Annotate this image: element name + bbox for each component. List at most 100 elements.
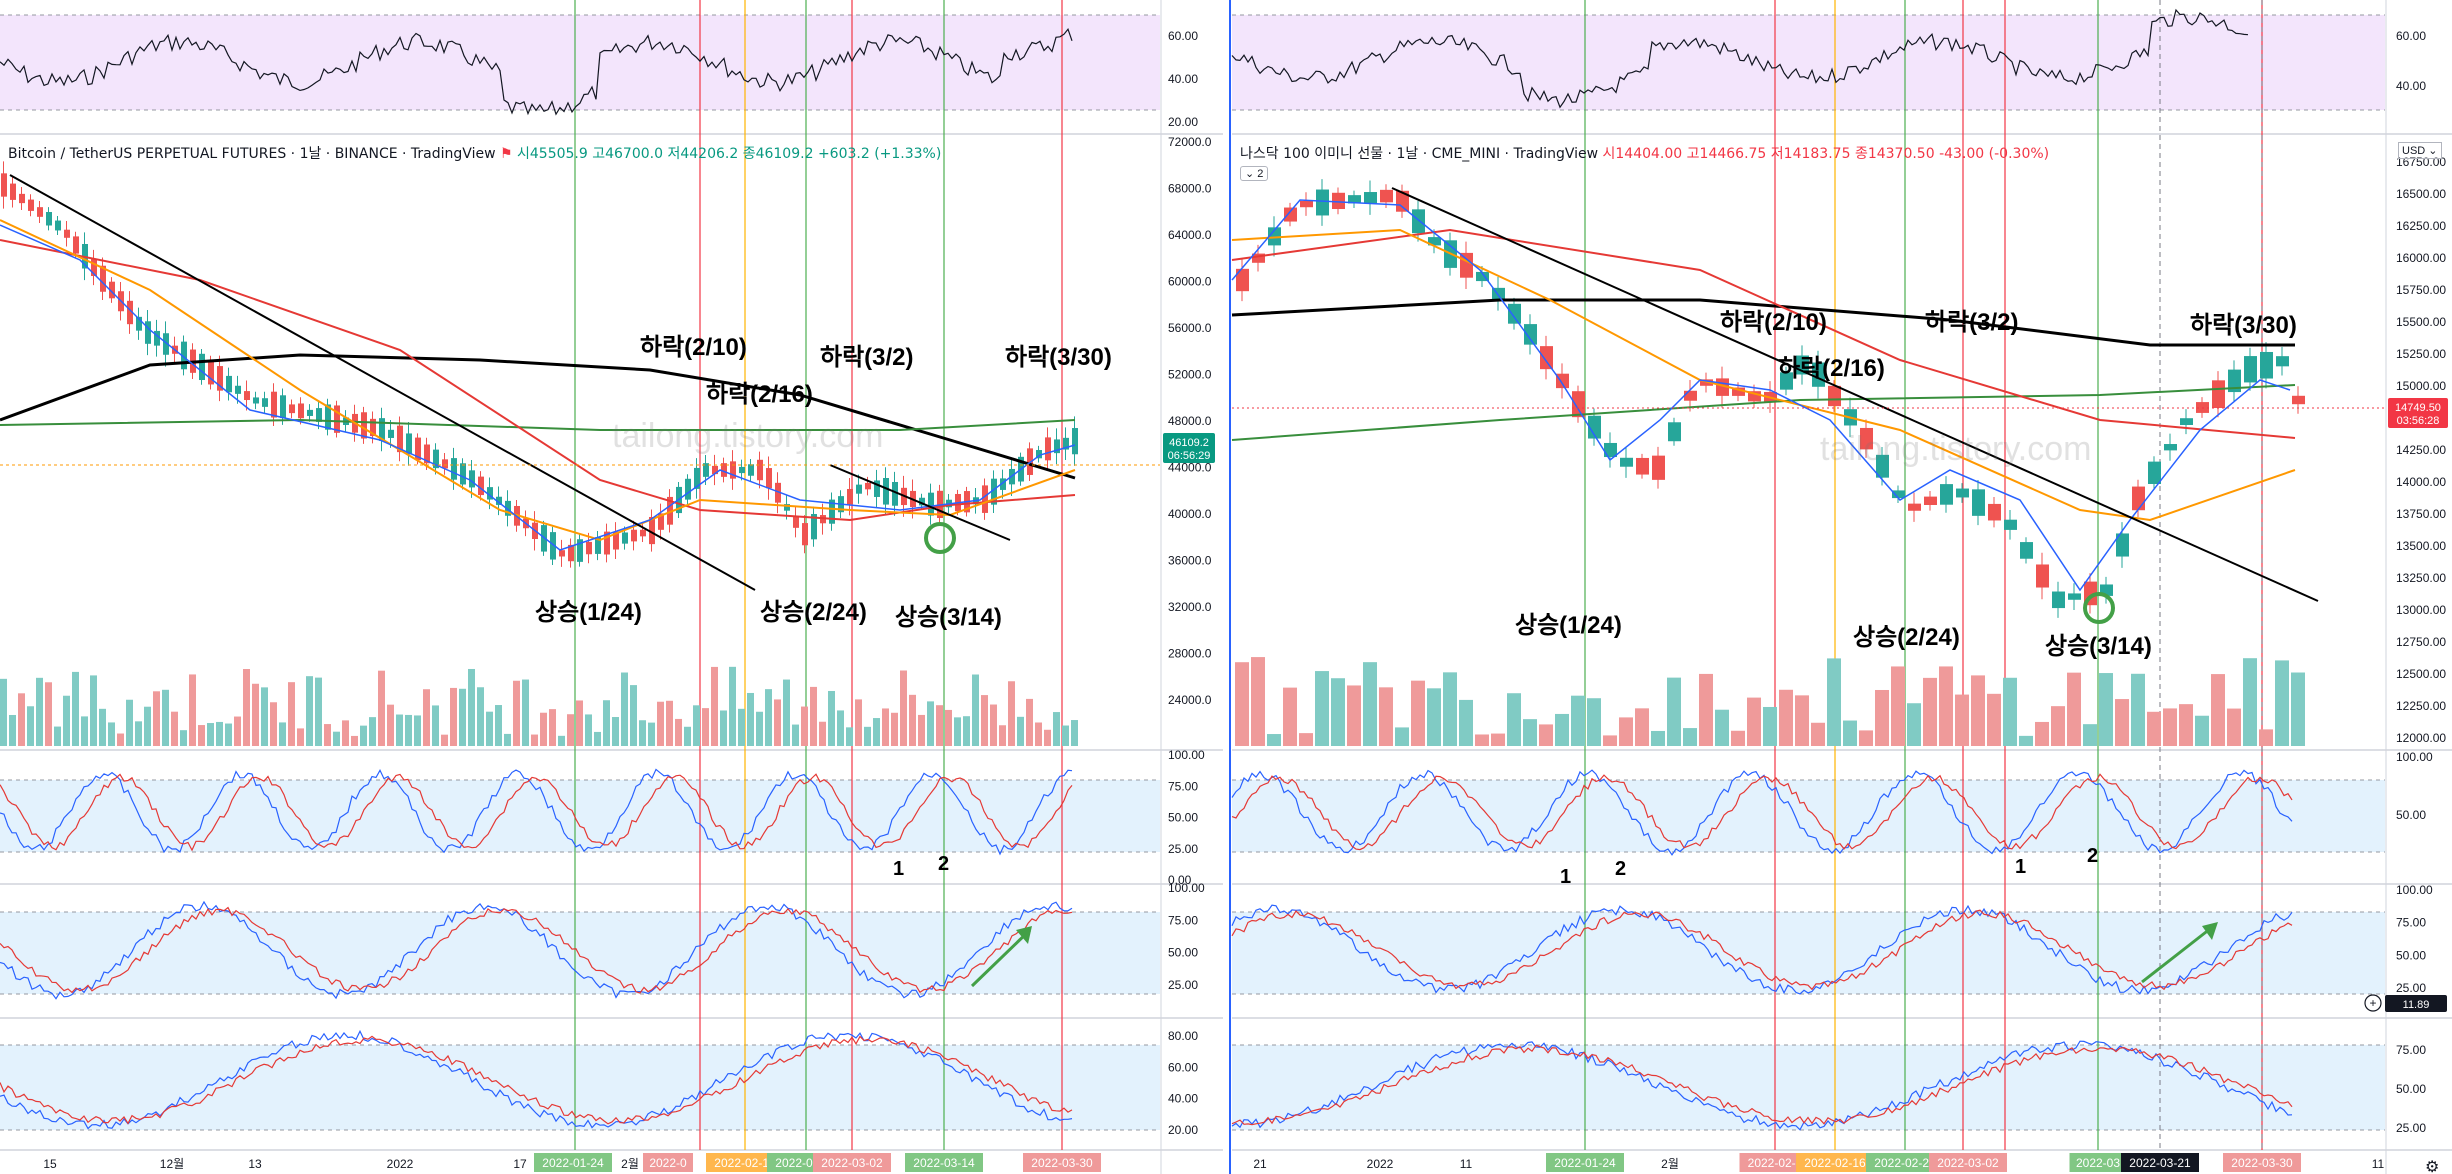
- right-volume-bar: [2291, 672, 2305, 746]
- left-stoch2-ticks-label: 25.00: [1168, 978, 1198, 992]
- left-candle-body: [883, 477, 889, 505]
- left-volume-bar: [837, 710, 844, 746]
- left-candle-body: [37, 207, 43, 217]
- right-rsi-ticks-label: 60.00: [2396, 29, 2426, 43]
- right-symbol-title[interactable]: 나스닥 100 이미니 선물 · 1날 · CME_MINI · Trading…: [1240, 146, 1599, 162]
- left-ohlc-close: 종46109.2: [742, 146, 814, 162]
- currency-select[interactable]: USD ⌄: [2398, 142, 2442, 159]
- right-volume-bar: [1763, 706, 1777, 746]
- right-ma-red: [1231, 228, 2296, 439]
- left-last-price-badge-text: 06:56:29: [1168, 450, 1211, 462]
- right-volume-bar: [2131, 673, 2145, 746]
- right-volume-bar: [1651, 730, 1665, 746]
- right-price-ticks-label: 13250.00: [2396, 571, 2446, 585]
- right-candle-body: [1940, 484, 1953, 505]
- left-ma-red: [0, 239, 1076, 522]
- right-volume-bar: [1251, 657, 1265, 746]
- left-volume-bar: [261, 687, 268, 746]
- left-candle-body: [28, 199, 34, 211]
- right-date-badge-text: 2022-03-21: [2129, 1156, 2191, 1170]
- right-stoch1-band: [1232, 780, 2385, 852]
- left-candle-body: [46, 212, 52, 226]
- right-volume-bar: [1747, 697, 1761, 746]
- left-trendline-short: [829, 464, 1011, 541]
- left-volume-bar: [648, 722, 655, 746]
- right-volume-bar: [2243, 658, 2257, 746]
- left-volume-bar: [153, 691, 160, 746]
- right-stoch2-k-line: [1231, 904, 2293, 995]
- left-candle-body: [424, 444, 430, 464]
- left-stoch3-band: [0, 1045, 1160, 1130]
- right-collapse-chip[interactable]: ⌄ 2: [1240, 166, 1269, 181]
- right-up-arrow-line: [2141, 923, 2216, 984]
- left-candle-body: [640, 529, 646, 537]
- left-rsi-line: [0, 27, 1073, 116]
- left-candle-body: [370, 418, 376, 437]
- right-volume-bar: [1699, 673, 1713, 746]
- left-date-badge: [643, 1153, 693, 1172]
- settings-gear-icon[interactable]: ⚙: [2425, 1159, 2440, 1174]
- right-candle-body: [1860, 427, 1873, 450]
- right-annotation-label: 1: [1560, 866, 1571, 888]
- left-rsi-ticks-label: 60.00: [1168, 29, 1198, 43]
- left-volume-bar: [477, 687, 484, 746]
- left-candle-body: [739, 466, 745, 474]
- left-volume-bar: [207, 723, 214, 746]
- left-annotation-label: 하락(2/16): [706, 381, 813, 408]
- left-volume-bar: [693, 705, 700, 746]
- right-candle-body: [1876, 454, 1889, 478]
- left-candle-body: [766, 468, 772, 489]
- right-volume-bar: [2115, 699, 2129, 746]
- left-candle-body: [478, 476, 484, 496]
- left-candle-body: [1072, 428, 1078, 455]
- left-ohlc-open: 시45505.9: [517, 146, 588, 162]
- left-time-tick: 2월: [621, 1157, 639, 1171]
- left-ohlc-change: +603.2 (+1.33%): [817, 146, 942, 162]
- left-candle-body: [1000, 478, 1006, 490]
- left-volume-bar: [792, 724, 799, 746]
- right-volume-bar: [2051, 706, 2065, 746]
- right-date-badge-text: 2022-02-24: [1874, 1156, 1936, 1170]
- right-candle-body: [2052, 591, 2065, 609]
- right-volume-bar: [1299, 733, 1313, 746]
- left-candle-body: [622, 532, 628, 544]
- right-volume-bar: [2019, 735, 2033, 746]
- left-price-ticks-label: 60000.0: [1168, 275, 1212, 289]
- right-candle-body: [1588, 415, 1601, 439]
- left-volume-bar: [162, 689, 169, 746]
- left-candle-body: [55, 220, 61, 231]
- left-candle-body: [280, 395, 286, 419]
- right-volume-bar: [1603, 735, 1617, 746]
- left-ma-orange: [0, 219, 1076, 542]
- right-candle-body: [1364, 192, 1377, 204]
- left-annotation-label: 상승(1/24): [535, 599, 642, 626]
- left-ma-green: [0, 418, 1076, 431]
- right-candle-body: [1460, 252, 1473, 278]
- right-candle-body: [1748, 391, 1761, 402]
- left-volume-bar: [1053, 712, 1060, 746]
- right-candle-body: [2212, 380, 2225, 409]
- left-candle-body: [316, 408, 322, 422]
- left-stoch3-ticks-label: 60.00: [1168, 1060, 1198, 1074]
- right-candle-body: [1492, 287, 1505, 300]
- left-volume-bar: [747, 692, 754, 746]
- left-volume-bar: [324, 724, 331, 746]
- right-annotation-label: 1: [2015, 856, 2026, 878]
- right-candle-body: [1620, 457, 1633, 467]
- left-volume-bar: [135, 721, 142, 746]
- left-volume-bar: [549, 709, 556, 746]
- left-volume-bar: [738, 708, 745, 746]
- left-volume-bar: [855, 699, 862, 746]
- right-stoch2-ticks-label: 100.00: [2396, 883, 2433, 897]
- left-candle-body: [91, 258, 97, 277]
- left-candle-body: [586, 541, 592, 555]
- left-candle-body: [982, 485, 988, 513]
- left-volume-bar: [594, 731, 601, 746]
- left-volume-bar: [603, 700, 610, 746]
- right-candle-body: [1892, 490, 1905, 499]
- right-collapse-count: 2: [1257, 168, 1264, 180]
- left-volume-bar: [225, 723, 232, 746]
- left-symbol-title[interactable]: Bitcoin / TetherUS PERPETUAL FUTURES · 1…: [8, 146, 496, 162]
- right-candle-body: [2260, 351, 2273, 379]
